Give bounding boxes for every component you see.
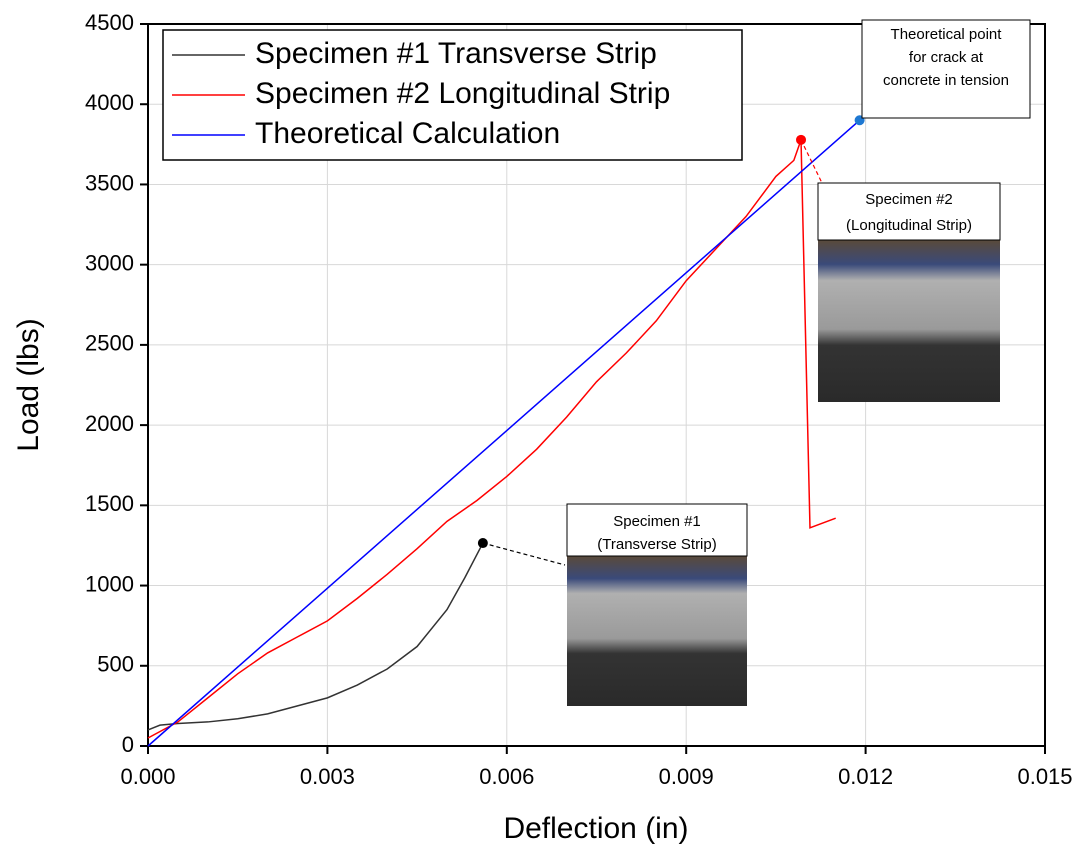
y-tick-label: 2500	[85, 331, 134, 356]
plot-frame	[147, 23, 1046, 747]
annotation-text: for crack at	[909, 49, 984, 66]
y-tick-label: 4000	[85, 90, 134, 115]
legend-box	[162, 29, 743, 161]
x-tick-label: 0.003	[300, 764, 355, 789]
end-point	[477, 538, 488, 549]
y-tick-label: 500	[97, 652, 134, 677]
y-tick-label: 2000	[85, 411, 134, 436]
photo	[818, 240, 1000, 402]
y-tick-label: 1000	[85, 571, 134, 596]
annotation-box	[566, 503, 748, 557]
y-tick-label: 0	[122, 732, 134, 757]
annotation-text: Specimen #1	[613, 513, 701, 530]
arrow	[482, 542, 566, 566]
end-point	[796, 134, 807, 145]
x-axis-title: Deflection (in)	[503, 812, 688, 845]
annotation-box	[817, 182, 1001, 241]
x-tick-label: 0.000	[120, 764, 175, 789]
series-line	[147, 139, 836, 739]
series-line	[147, 119, 861, 747]
annotation-text: concrete in tension	[883, 72, 1009, 89]
x-tick-label: 0.006	[479, 764, 534, 789]
x-tick-label: 0.015	[1017, 764, 1072, 789]
annotation-text: Theoretical point	[891, 26, 1003, 43]
legend-label: Specimen #2 Longitudinal Strip	[255, 77, 670, 110]
arrow	[800, 139, 823, 184]
annotation-text: (Transverse Strip)	[597, 536, 716, 553]
y-axis-title: Load (lbs)	[12, 318, 45, 451]
annotation-box	[861, 19, 1031, 119]
y-tick-label: 1500	[85, 491, 134, 516]
y-tick-label: 4500	[85, 10, 134, 35]
annotation-text: Specimen #2	[865, 191, 953, 208]
legend-label: Theoretical Calculation	[255, 117, 560, 150]
annotation-text: (Longitudinal Strip)	[846, 217, 972, 234]
photo	[567, 556, 747, 706]
y-tick-label: 3500	[85, 170, 134, 195]
y-tick-label: 3000	[85, 250, 134, 275]
x-tick-label: 0.012	[838, 764, 893, 789]
series-line	[147, 542, 484, 731]
legend-label: Specimen #1 Transverse Strip	[255, 37, 657, 70]
x-tick-label: 0.009	[659, 764, 714, 789]
